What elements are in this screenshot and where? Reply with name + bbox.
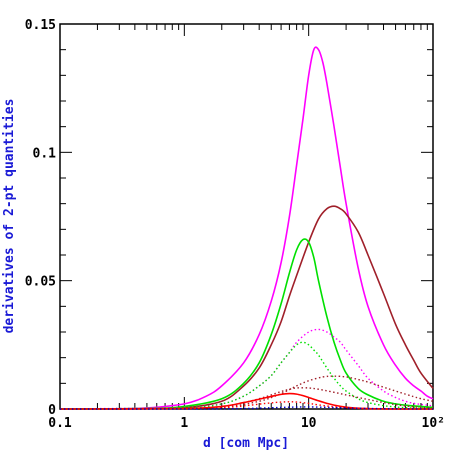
series-line-2	[59, 205, 434, 410]
x-tick-label: 0.1	[48, 416, 72, 431]
series-line-3	[59, 238, 434, 410]
series-line-8	[59, 392, 433, 410]
y-tick-label: 0.1	[33, 146, 57, 161]
data-curves	[59, 46, 434, 410]
series-line-6	[59, 375, 434, 410]
x-tick-label: 10²	[422, 416, 445, 431]
y-tick-label: 0	[48, 403, 56, 418]
series-line-4	[59, 328, 434, 410]
y-tick-label: 0.05	[25, 275, 56, 290]
x-tick-label: 10	[301, 416, 317, 431]
y-tick-label: 0.15	[25, 18, 56, 33]
axis-ticks	[59, 23, 434, 410]
series-line-10	[60, 406, 434, 410]
x-axis-title: d [com Mpc]	[203, 436, 289, 451]
plot-frame	[59, 23, 434, 410]
tick-labels: 0.1 1 10 10² 0 0.05 0.1 0.15	[25, 18, 445, 431]
x-tick-label: 1	[180, 416, 188, 431]
y-axis-title: derivatives of 2-pt quantities	[2, 99, 17, 334]
series-line-1	[59, 46, 434, 410]
